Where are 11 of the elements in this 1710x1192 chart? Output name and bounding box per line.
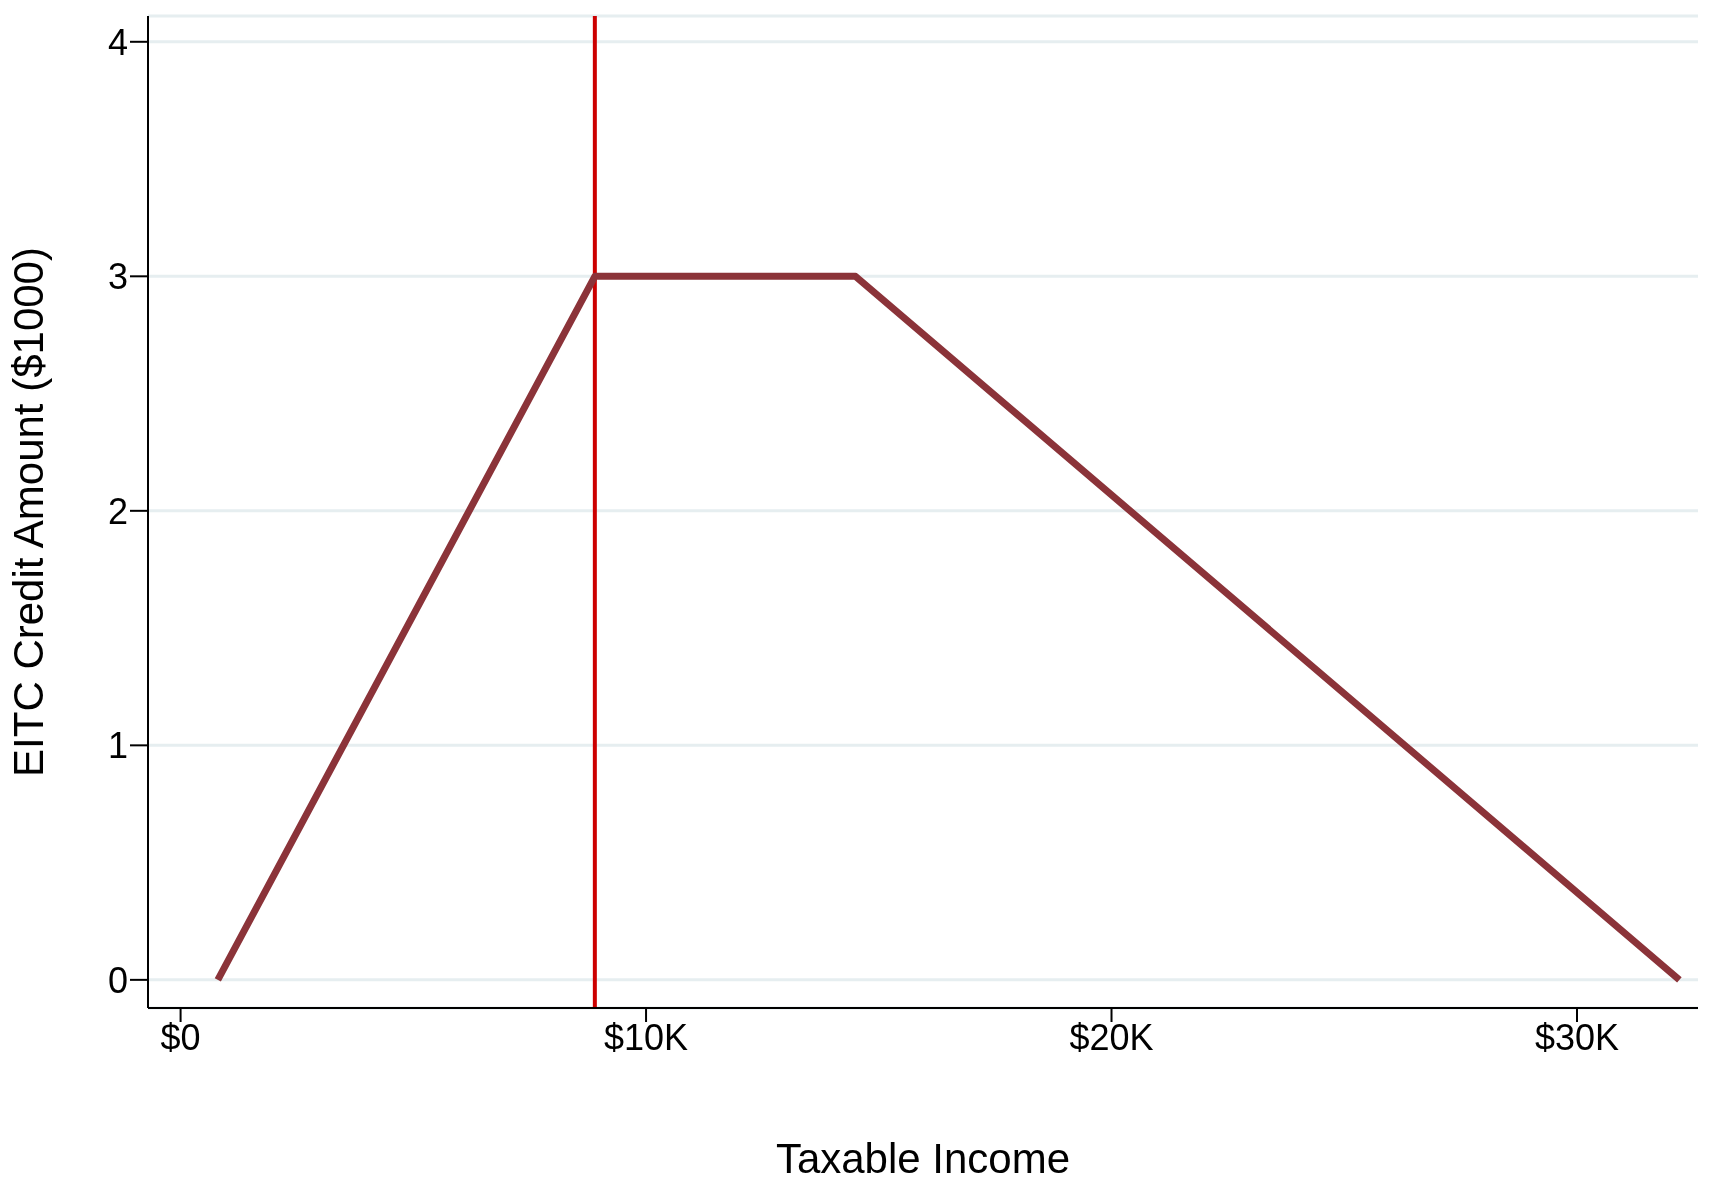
x-tick-label: $10K: [604, 1016, 689, 1058]
y-axis-title: EITC Credit Amount ($1000): [4, 247, 52, 777]
x-tick-label: $20K: [1069, 1016, 1154, 1058]
y-tick-label: 2: [107, 490, 128, 532]
y-tick-label: 3: [107, 256, 128, 298]
y-tick-label: 0: [107, 959, 128, 1001]
x-axis-title: Taxable Income: [775, 1135, 1071, 1182]
x-tick-label: $0: [160, 1016, 201, 1058]
y-tick-label: 4: [107, 21, 128, 63]
y-tick-label: 1: [107, 725, 128, 767]
x-tick-label: $30K: [1534, 1016, 1620, 1058]
